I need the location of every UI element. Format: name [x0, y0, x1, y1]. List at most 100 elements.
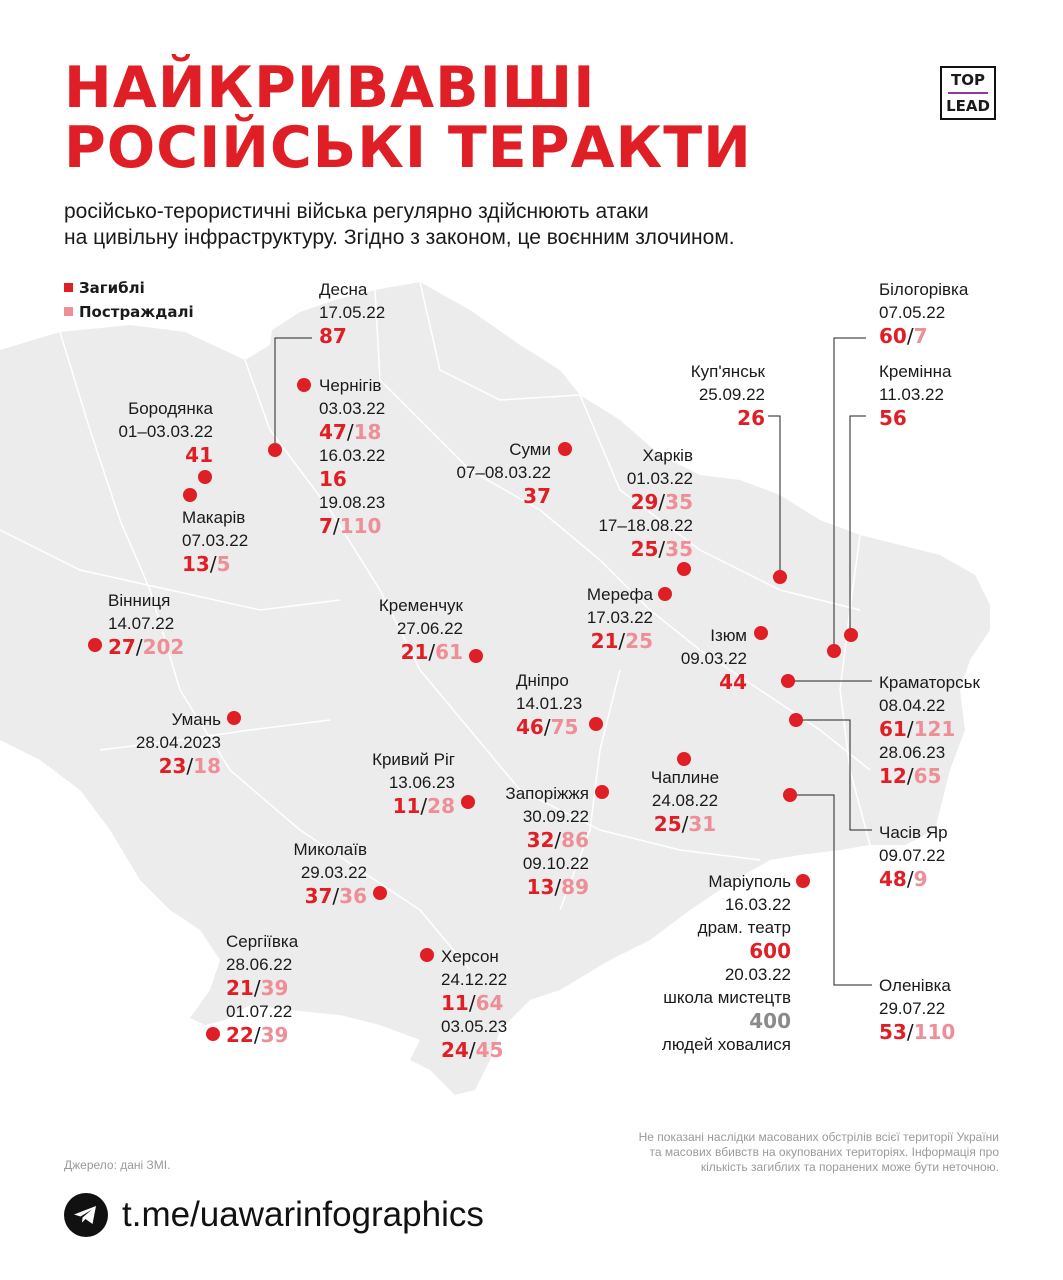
- mykolaiv-injured: 36: [339, 884, 367, 908]
- kramatorsk-dead-1: 61: [879, 717, 907, 741]
- mariupol-note-2: школа мистецтв: [663, 988, 791, 1007]
- merefa-date: 17.03.22: [586, 608, 653, 627]
- chapline-injured: 31: [688, 812, 717, 836]
- legend-injured-label: Постраждалі: [79, 303, 194, 321]
- zaporizhzhia-date-1: 30.09.22: [522, 807, 589, 826]
- label-kupiansk: Куп'янськ 25.09.22 26: [691, 360, 765, 430]
- label-olenivka: Оленівка 29.07.22 53/110: [879, 976, 956, 1044]
- dot-kreminna: [844, 628, 858, 642]
- zaporizhzhia-dead-1: 32: [526, 828, 555, 852]
- label-uman: Умань 28.04.2023 23/18: [135, 710, 221, 778]
- injured-swatch: [64, 307, 73, 316]
- page-title: НАЙКРИВАВІШІ РОСІЙСЬКІ ТЕРАКТИ: [64, 58, 752, 178]
- mariupol-dead: 600: [749, 939, 791, 963]
- label-chapline: Чаплине 24.08.22 25/31: [640, 766, 730, 836]
- serhiivka-injured-1: 39: [260, 976, 289, 1000]
- kramatorsk-injured-2: 65: [913, 764, 942, 788]
- mariupol-date-2: 20.03.22: [724, 965, 791, 984]
- kupiansk-name: Куп'янськ: [690, 362, 765, 381]
- legend-dead-label: Загиблі: [79, 279, 145, 297]
- makariv-injured: 5: [216, 552, 231, 576]
- label-makariv: Макарів 07.03.22 13/5: [182, 508, 249, 576]
- kherson-name: Херсон: [441, 947, 499, 966]
- mariupol-note-3: людей ховалися: [661, 1035, 791, 1054]
- label-dnipro: Дніпро 14.01.23 46/75: [516, 671, 583, 739]
- telegram-icon[interactable]: [64, 1193, 108, 1237]
- telegram-link[interactable]: t.me/uawarinfographics: [122, 1195, 484, 1234]
- izium-dead: 44: [719, 670, 747, 694]
- chasiv-yar-injured: 9: [913, 867, 928, 891]
- chernihiv-dead-1: 47: [319, 420, 347, 444]
- label-zaporizhzhia: Запоріжжя 30.09.22 32/86 09.10.22 13/89: [505, 784, 589, 899]
- label-vinnytsia: Вінниця 14.07.22 27/202: [108, 591, 185, 659]
- chapline-dead: 25: [653, 812, 682, 836]
- kreminna-date: 11.03.22: [879, 385, 944, 404]
- dnipro-name: Дніпро: [516, 671, 569, 690]
- bilohorivka-name: Білогорівка: [879, 280, 969, 299]
- kupiansk-dead: 26: [737, 406, 765, 430]
- chasiv-yar-dead: 48: [879, 867, 907, 891]
- title-line-1: НАЙКРИВАВІШІ: [64, 55, 596, 121]
- dot-olenivka: [783, 788, 797, 802]
- uman-injured: 18: [193, 754, 221, 778]
- uman-dead: 23: [158, 754, 187, 778]
- label-kherson: Херсон 24.12.22 11/64 03.05.23 24/45: [441, 947, 508, 1062]
- dot-mykolaiv: [373, 886, 387, 900]
- leader-kupiansk: [768, 415, 781, 576]
- desna-name: Десна: [319, 280, 368, 299]
- dot-kremenchuk: [469, 649, 483, 663]
- leader-bilohorivka: [833, 337, 866, 650]
- label-serhiivka: Сергіївка 28.06.22 21/39 01.07.22 22/39: [226, 932, 299, 1047]
- subtitle-line-2: на цивільну інфраструктуру. Згідно з зак…: [64, 226, 735, 249]
- leader-olenivka: [790, 794, 872, 986]
- kramatorsk-injured-1: 121: [913, 717, 956, 741]
- kremenchuk-date: 27.06.22: [396, 619, 463, 638]
- disclaimer-line-1: Не показані наслідки масованих обстрілів…: [638, 1130, 999, 1144]
- sumy-dead: 37: [523, 484, 551, 508]
- desna-dead: 87: [319, 324, 347, 348]
- dot-mariupol: [796, 874, 810, 888]
- dot-kharkiv: [677, 562, 691, 576]
- chapline-name: Чаплине: [650, 768, 720, 787]
- izium-name: Ізюм: [710, 626, 747, 645]
- label-kryvyi-rih: Кривий Ріг 13.06.23 11/28: [372, 750, 455, 818]
- logo-line-1: TOP: [948, 68, 988, 94]
- label-kremenchuk: Кременчук 27.06.22 21/61: [378, 596, 463, 664]
- borodianka-date: 01–03.03.22: [118, 422, 213, 441]
- dot-zaporizhzhia: [595, 785, 609, 799]
- olenivka-name: Оленівка: [879, 976, 951, 995]
- telegram-plane-icon: [74, 1206, 96, 1224]
- kharkiv-injured-1: 35: [665, 490, 693, 514]
- label-mariupol: Маріуполь 16.03.22 драм. театр 600 20.03…: [662, 870, 791, 1056]
- izium-date: 09.03.22: [680, 649, 747, 668]
- dot-merefa: [658, 587, 672, 601]
- chasiv-yar-date: 09.07.22: [879, 846, 946, 865]
- disclaimer: Не показані наслідки масованих обстрілів…: [499, 1130, 999, 1175]
- serhiivka-dead-1: 21: [226, 976, 254, 1000]
- kherson-injured-1: 64: [475, 991, 504, 1015]
- kharkiv-date-2: 17–18.08.22: [598, 516, 693, 535]
- chernihiv-dead-2: 16: [319, 467, 347, 491]
- label-kharkiv: Харків 01.03.22 29/35 17–18.08.22 25/35: [598, 446, 694, 561]
- label-kreminna: Кремінна 11.03.22 56: [879, 360, 952, 430]
- label-bilohorivka: Білогорівка 07.05.22 60/7: [879, 280, 969, 348]
- zaporizhzhia-date-2: 09.10.22: [522, 854, 589, 873]
- kremenchuk-injured: 61: [435, 640, 463, 664]
- makariv-name: Макарів: [182, 508, 246, 527]
- leader-desna: [274, 337, 312, 450]
- kupiansk-date: 25.09.22: [698, 385, 765, 404]
- kryvyi-rih-date: 13.06.23: [388, 773, 455, 792]
- dnipro-date: 14.01.23: [516, 694, 583, 713]
- chernihiv-dead-3: 7: [319, 514, 333, 538]
- uman-name: Умань: [171, 710, 221, 729]
- kramatorsk-dead-2: 12: [879, 764, 907, 788]
- mykolaiv-date: 29.03.22: [300, 863, 367, 882]
- kharkiv-name: Харків: [642, 446, 694, 465]
- mykolaiv-name: Миколаїв: [293, 840, 368, 859]
- label-kramatorsk: Краматорськ 08.04.22 61/121 28.06.23 12/…: [879, 673, 980, 788]
- dot-borodianka: [198, 470, 212, 484]
- chernihiv-injured-1: 18: [353, 420, 382, 444]
- merefa-injured: 25: [625, 629, 653, 653]
- disclaimer-line-2: та масових вбивств на окупованих територ…: [649, 1145, 1000, 1159]
- label-borodianka: Бородянка 01–03.03.22 41: [118, 397, 213, 467]
